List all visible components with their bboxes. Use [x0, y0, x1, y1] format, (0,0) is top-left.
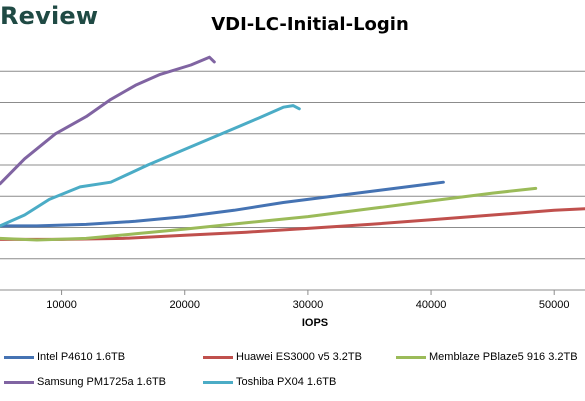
brand-logo: Review [0, 2, 99, 30]
legend-swatch [4, 355, 34, 359]
legend-swatch [396, 355, 426, 359]
series-line-huawei-es3000-v5-3-2tb [0, 207, 585, 241]
x-axis: 10000 20000 30000 40000 50000 [0, 289, 585, 311]
legend-label: Samsung PM1725a 1.6TB [37, 376, 167, 388]
legend-label: Huawei ES3000 v5 3.2TB [236, 351, 362, 363]
legend-swatch [203, 380, 233, 384]
line-chart: 10000 20000 30000 40000 50000 [0, 55, 585, 311]
chart-title: VDI-LC-Initial-Login [211, 14, 409, 35]
x-tick-label: 30000 [293, 299, 324, 311]
legend-label: Toshiba PX04 1.6TB [236, 376, 337, 388]
legend-swatch [4, 380, 34, 384]
gridlines [0, 70, 585, 260]
x-tick-label: 20000 [169, 299, 200, 311]
legend-item: Memblaze PBlaze5 916 3.2TB [396, 351, 578, 363]
x-tick-label: 40000 [416, 299, 447, 311]
legend-item: Huawei ES3000 v5 3.2TB [203, 351, 362, 363]
legend-label: Intel P4610 1.6TB [37, 351, 126, 363]
x-tick-label: 10000 [46, 299, 77, 311]
x-tick-label: 50000 [539, 299, 570, 311]
legend-label: Memblaze PBlaze5 916 3.2TB [429, 351, 578, 363]
legend-swatch [203, 355, 233, 359]
legend-item: Toshiba PX04 1.6TB [203, 376, 336, 388]
x-axis-title: IOPS [301, 317, 329, 329]
series-lines [0, 55, 585, 242]
series-line-toshiba-px04-1-6tb [0, 104, 301, 228]
series-line-intel-p4610-1-6tb [0, 180, 445, 228]
series-line-memblaze-pblaze5-916-3-2tb [0, 186, 538, 242]
chart-legend: Intel P4610 1.6TB Huawei ES3000 v5 3.2TB M… [0, 344, 585, 394]
legend-item: Intel P4610 1.6TB [4, 351, 125, 363]
legend-item: Samsung PM1725a 1.6TB [4, 376, 166, 388]
series-line-samsung-pm1725a-1-6tb [0, 55, 216, 186]
